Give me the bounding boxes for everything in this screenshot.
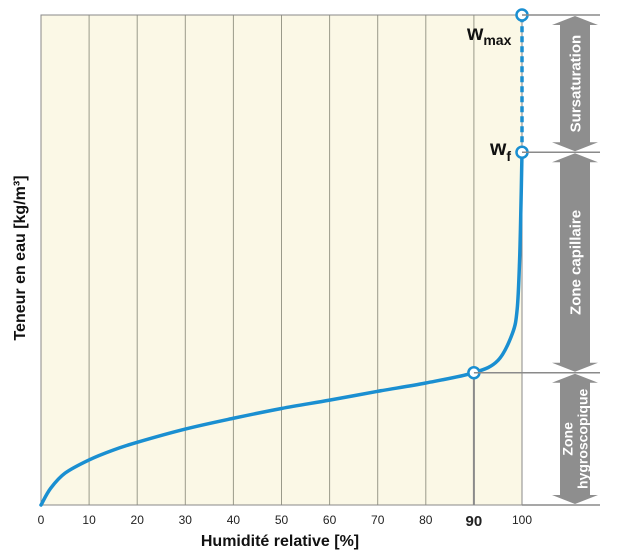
x-tick-label: 20: [131, 513, 145, 527]
x-axis-label: Humidité relative [%]: [201, 533, 359, 550]
zone-label: Zone capillaire: [567, 210, 584, 315]
plot-frame: [40, 14, 523, 506]
zone-label-line: hygroscopique: [574, 388, 590, 489]
w-f-main: w: [489, 137, 507, 160]
x-tick-label: 50: [275, 513, 289, 527]
w-max-label: wmax: [466, 22, 512, 48]
w-f-label: wf: [489, 137, 511, 164]
grid-lines: [88, 15, 475, 505]
zone-arrow: [552, 373, 598, 504]
w-f-sub: f: [506, 148, 511, 164]
zone-label-line: Zone capillaire: [567, 210, 584, 315]
zone-label-line: Sursaturation: [567, 35, 584, 133]
x-tick-label: 80: [419, 513, 433, 527]
series-line-moisture-curve: [39, 150, 524, 507]
x-tick-label: 60: [323, 513, 337, 527]
zone-annotations: Sursaturation Zone capillaire Zonehygrosco…: [473, 14, 600, 506]
y-axis-label: Teneur en eau [kg/m³]: [12, 175, 29, 340]
zone-label-line: Zone: [559, 422, 575, 456]
x-tick-label: 10: [82, 513, 96, 527]
zone-arrow: [552, 153, 598, 372]
zone-label: Zonehygroscopique: [559, 388, 590, 489]
x-tick-label: 100: [512, 513, 532, 527]
zone-arrow: [552, 16, 598, 152]
w-max-sub: max: [483, 32, 511, 48]
x-tick-label: 30: [179, 513, 193, 527]
x-tick-label: 40: [227, 513, 241, 527]
x-tick-label: 90: [466, 513, 483, 530]
zone-label: Sursaturation: [567, 35, 584, 133]
x-tick-label: 0: [38, 513, 45, 527]
x-tick-label: 70: [371, 513, 385, 527]
w-max-main: w: [466, 22, 484, 45]
